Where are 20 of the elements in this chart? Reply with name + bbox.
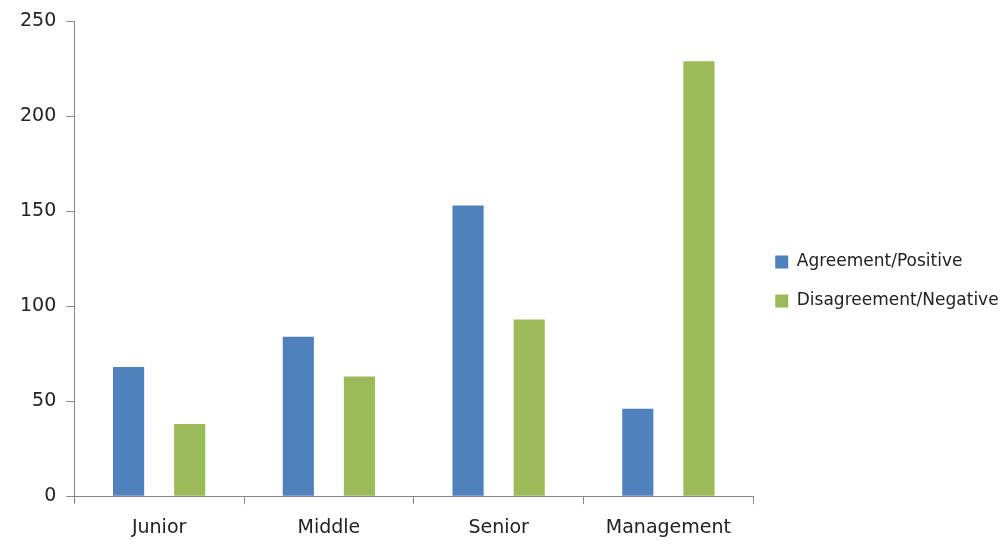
y-tick-label: 0 (44, 483, 57, 506)
bar (343, 376, 376, 496)
y-tick-label: 100 (20, 293, 57, 316)
y-tick-label: 150 (20, 198, 57, 221)
x-tick-label: Junior (130, 514, 187, 537)
y-tick-label: 50 (32, 388, 57, 411)
bar (113, 367, 145, 496)
x-tick-label: Middle (297, 514, 361, 537)
bar (282, 336, 314, 496)
bar (174, 424, 206, 496)
bar (622, 408, 654, 496)
legend-label: Agreement/Positive (796, 250, 963, 271)
bar (683, 61, 715, 496)
x-tick-label: Management (605, 514, 731, 537)
y-tick-label: 200 (20, 103, 57, 126)
bar (513, 319, 545, 496)
bar (452, 205, 484, 496)
y-tick-label: 250 (20, 8, 57, 31)
legend-label: Disagreement/Negative (796, 289, 999, 310)
x-tick-label: Senior (468, 514, 530, 537)
